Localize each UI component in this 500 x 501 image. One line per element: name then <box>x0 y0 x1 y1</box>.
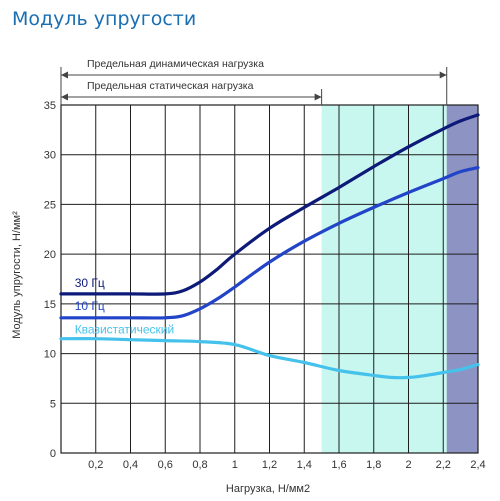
shaded-regions <box>321 105 478 453</box>
x-tick-label-3: 0,8 <box>192 459 207 471</box>
chart-title: Модуль упругости <box>12 8 197 30</box>
y-tick-label-1: 5 <box>50 398 56 410</box>
x-tick-label-11: 2,4 <box>470 459 485 471</box>
x-axis-label: Нагрузка, Н/мм2 <box>226 483 310 495</box>
series-label-2: Квазистатический <box>75 323 175 337</box>
x-tick-label-10: 2,2 <box>436 459 451 471</box>
y-tick-label-2: 10 <box>44 349 56 361</box>
series-line-1 <box>59 166 480 320</box>
annotations: Предельная динамическая нагрузка Предельн… <box>60 58 448 105</box>
y-tick-label-6: 30 <box>44 150 56 162</box>
series-line-2 <box>59 337 480 380</box>
y-axis-label: Модуль упругости, Н/мм² <box>11 211 23 339</box>
y-tick-label-5: 25 <box>44 199 56 211</box>
annotation-arrowhead-left-1 <box>61 93 68 101</box>
series-line-0 <box>59 113 480 296</box>
annotation-label-1: Предельная статическая нагрузка <box>87 80 254 92</box>
grid-lines <box>60 104 479 454</box>
x-tick-label-0: 0,2 <box>88 459 103 471</box>
y-tick-label-3: 15 <box>44 299 56 311</box>
x-tick-label-2: 0,6 <box>158 459 173 471</box>
series-lines <box>59 113 480 380</box>
shaded-region-1 <box>446 105 478 453</box>
annotation-label-0: Предельная динамическая нагрузка <box>87 58 264 70</box>
series-label-0: 30 Гц <box>75 276 105 290</box>
x-tick-label-8: 1,8 <box>366 459 381 471</box>
shaded-region-0 <box>321 105 447 453</box>
x-tick-label-5: 1,2 <box>262 459 277 471</box>
tick-labels: 0,2 0,4 0,6 0,8 1 1,2 1,4 1,6 1,8 2 2,2 2,4 0 5 10 15 20… <box>44 100 486 471</box>
y-tick-label-7: 35 <box>44 100 56 112</box>
plot-frame <box>60 104 479 454</box>
x-tick-label-7: 1,6 <box>331 459 346 471</box>
x-tick-label-1: 0,4 <box>123 459 138 471</box>
y-tick-label-0: 0 <box>50 448 56 460</box>
series-label-1: 10 Гц <box>75 299 105 313</box>
series-labels: 30 Гц 10 Гц Квазистатический <box>75 276 175 337</box>
x-tick-label-6: 1,4 <box>297 459 312 471</box>
x-tick-label-4: 1 <box>232 459 238 471</box>
annotation-arrowhead-right-1 <box>314 93 322 101</box>
x-tick-label-9: 2 <box>405 459 411 471</box>
y-tick-label-4: 20 <box>44 249 56 261</box>
annotation-arrowhead-left-0 <box>61 71 68 79</box>
annotation-arrowhead-right-0 <box>439 71 447 79</box>
